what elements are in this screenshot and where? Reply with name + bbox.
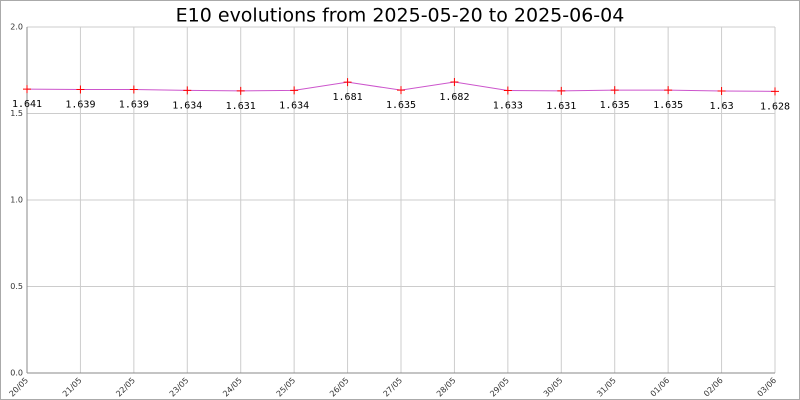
value-label: 1.63 — [710, 101, 734, 112]
point-marker — [557, 86, 566, 95]
value-label: 1.635 — [386, 100, 416, 111]
y-tick-label: 0.0 — [10, 369, 23, 378]
point-marker — [183, 86, 192, 95]
value-label: 1.682 — [439, 92, 469, 103]
y-tick-label: 1.0 — [10, 196, 23, 205]
point-marker — [771, 87, 779, 96]
point-marker — [76, 85, 85, 94]
value-label: 1.633 — [493, 100, 523, 111]
value-label: 1.635 — [653, 100, 683, 111]
value-label: 1.631 — [226, 101, 256, 112]
point-marker — [129, 85, 138, 94]
point-marker — [717, 87, 726, 96]
value-label: 1.634 — [279, 100, 309, 111]
point-marker — [397, 86, 405, 95]
point-marker — [23, 85, 31, 94]
value-label: 1.681 — [333, 92, 363, 103]
point-marker — [610, 86, 619, 95]
point-marker — [236, 86, 245, 95]
value-label: 1.631 — [546, 101, 576, 112]
point-marker — [290, 86, 299, 95]
chart-title: E10 evolutions from 2025-05-20 to 2025-0… — [176, 5, 625, 27]
y-tick-label: 1.5 — [10, 109, 23, 118]
value-label: 1.628 — [760, 101, 790, 112]
point-marker — [503, 86, 512, 95]
point-marker — [343, 78, 352, 87]
value-label: 1.641 — [12, 99, 42, 110]
value-label: 1.634 — [172, 100, 202, 111]
value-label: 1.639 — [119, 99, 149, 110]
point-marker — [450, 78, 459, 87]
point-marker — [664, 86, 673, 95]
value-label: 1.639 — [65, 99, 95, 110]
y-tick-label: 2.0 — [10, 23, 23, 32]
y-tick-label: 0.5 — [10, 282, 23, 291]
value-label: 1.635 — [600, 100, 630, 111]
